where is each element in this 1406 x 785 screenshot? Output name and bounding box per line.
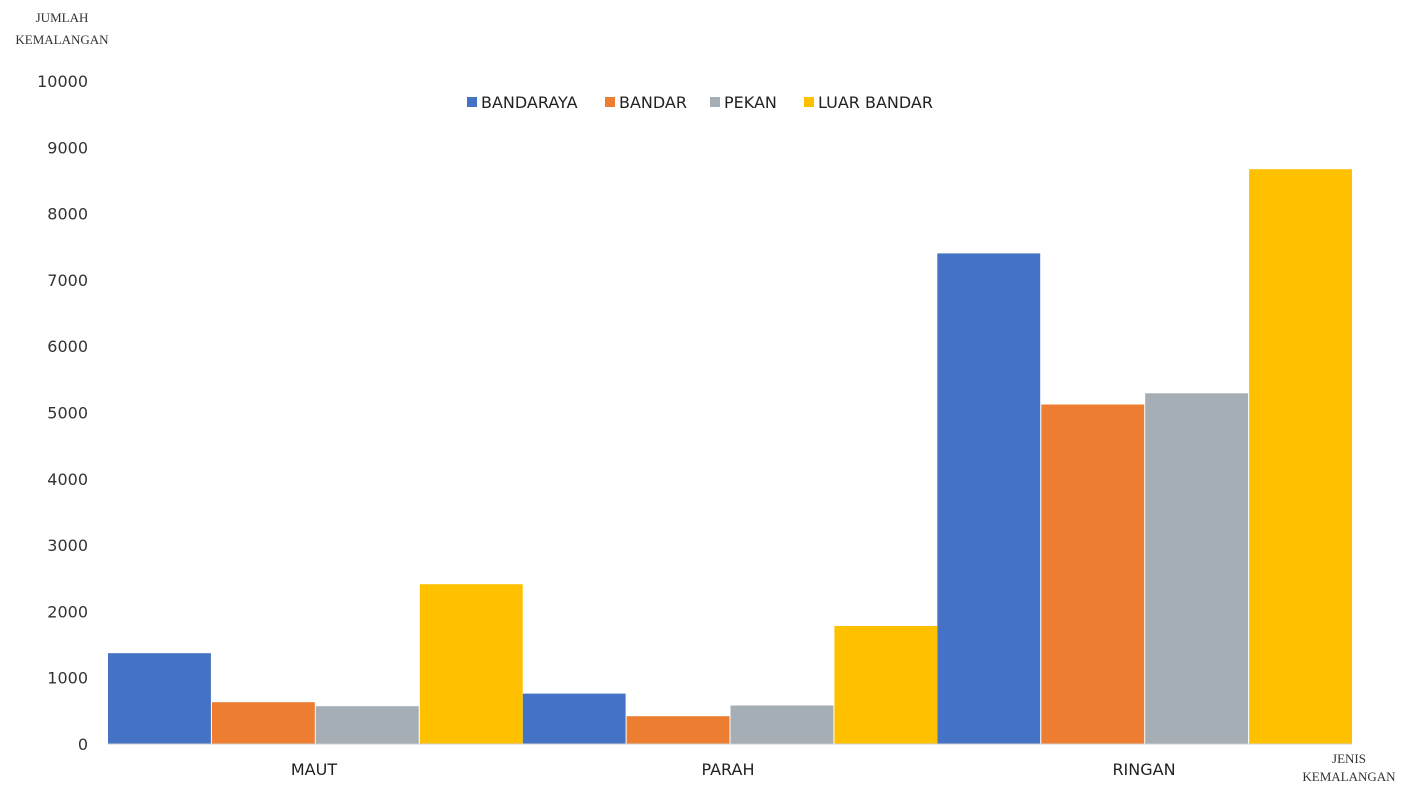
bar-luar-bandar-parah xyxy=(834,626,938,744)
legend-label: LUAR BANDAR xyxy=(818,93,933,112)
y-tick-label: 7000 xyxy=(47,271,88,290)
y-tick-label: 2000 xyxy=(47,602,88,621)
bar-pekan-ringan xyxy=(1145,393,1249,744)
x-axis-title-line-2: KEMALANGAN xyxy=(1302,769,1396,784)
legend-label: PEKAN xyxy=(724,93,777,112)
y-axis-ticks: 0 1000 2000 3000 4000 5000 6000 7000 8000 9000 100… xyxy=(37,72,88,754)
x-axis-categories: MAUT PARAH RINGAN xyxy=(291,760,1176,779)
y-axis-title-line-1: JUMLAH xyxy=(36,10,89,25)
legend: BANDARAYA BANDAR PEKAN LUAR BANDAR xyxy=(467,93,933,112)
y-tick-label: 3000 xyxy=(47,536,88,555)
legend-swatch-pekan xyxy=(710,97,720,107)
bars xyxy=(108,169,1352,744)
y-tick-label: 1000 xyxy=(47,669,88,688)
bar-pekan-parah xyxy=(730,705,834,744)
bar-pekan-maut xyxy=(315,706,419,744)
y-tick-label: 9000 xyxy=(47,138,88,157)
y-axis-title-line-2: KEMALANGAN xyxy=(15,32,109,47)
bar-bandar-maut xyxy=(211,702,315,744)
y-tick-label: 10000 xyxy=(37,72,88,91)
bar-bandaraya-parah xyxy=(522,693,626,744)
legend-label: BANDAR xyxy=(619,93,687,112)
x-category-label: PARAH xyxy=(701,760,754,779)
legend-swatch-bandar xyxy=(605,97,615,107)
bar-luar-bandar-maut xyxy=(419,584,523,744)
legend-swatch-luar-bandar xyxy=(804,97,814,107)
x-axis-title: JENIS KEMALANGAN xyxy=(1302,751,1396,784)
x-axis-title-line-1: JENIS xyxy=(1332,751,1366,766)
x-category-label: MAUT xyxy=(291,760,337,779)
bar-bandaraya-ringan xyxy=(937,253,1041,744)
bar-bandar-parah xyxy=(626,716,730,744)
x-category-label: RINGAN xyxy=(1112,760,1175,779)
y-tick-label: 6000 xyxy=(47,337,88,356)
legend-swatch-bandaraya xyxy=(467,97,477,107)
y-axis-title: JUMLAH KEMALANGAN xyxy=(15,10,109,47)
legend-label: BANDARAYA xyxy=(481,93,578,112)
bar-luar-bandar-ringan xyxy=(1249,169,1352,744)
y-tick-label: 5000 xyxy=(47,404,88,423)
bar-bandaraya-maut xyxy=(108,653,211,744)
y-tick-label: 8000 xyxy=(47,205,88,224)
bar-bandar-ringan xyxy=(1041,404,1145,744)
y-tick-label: 4000 xyxy=(47,470,88,489)
y-tick-label: 0 xyxy=(78,735,88,754)
